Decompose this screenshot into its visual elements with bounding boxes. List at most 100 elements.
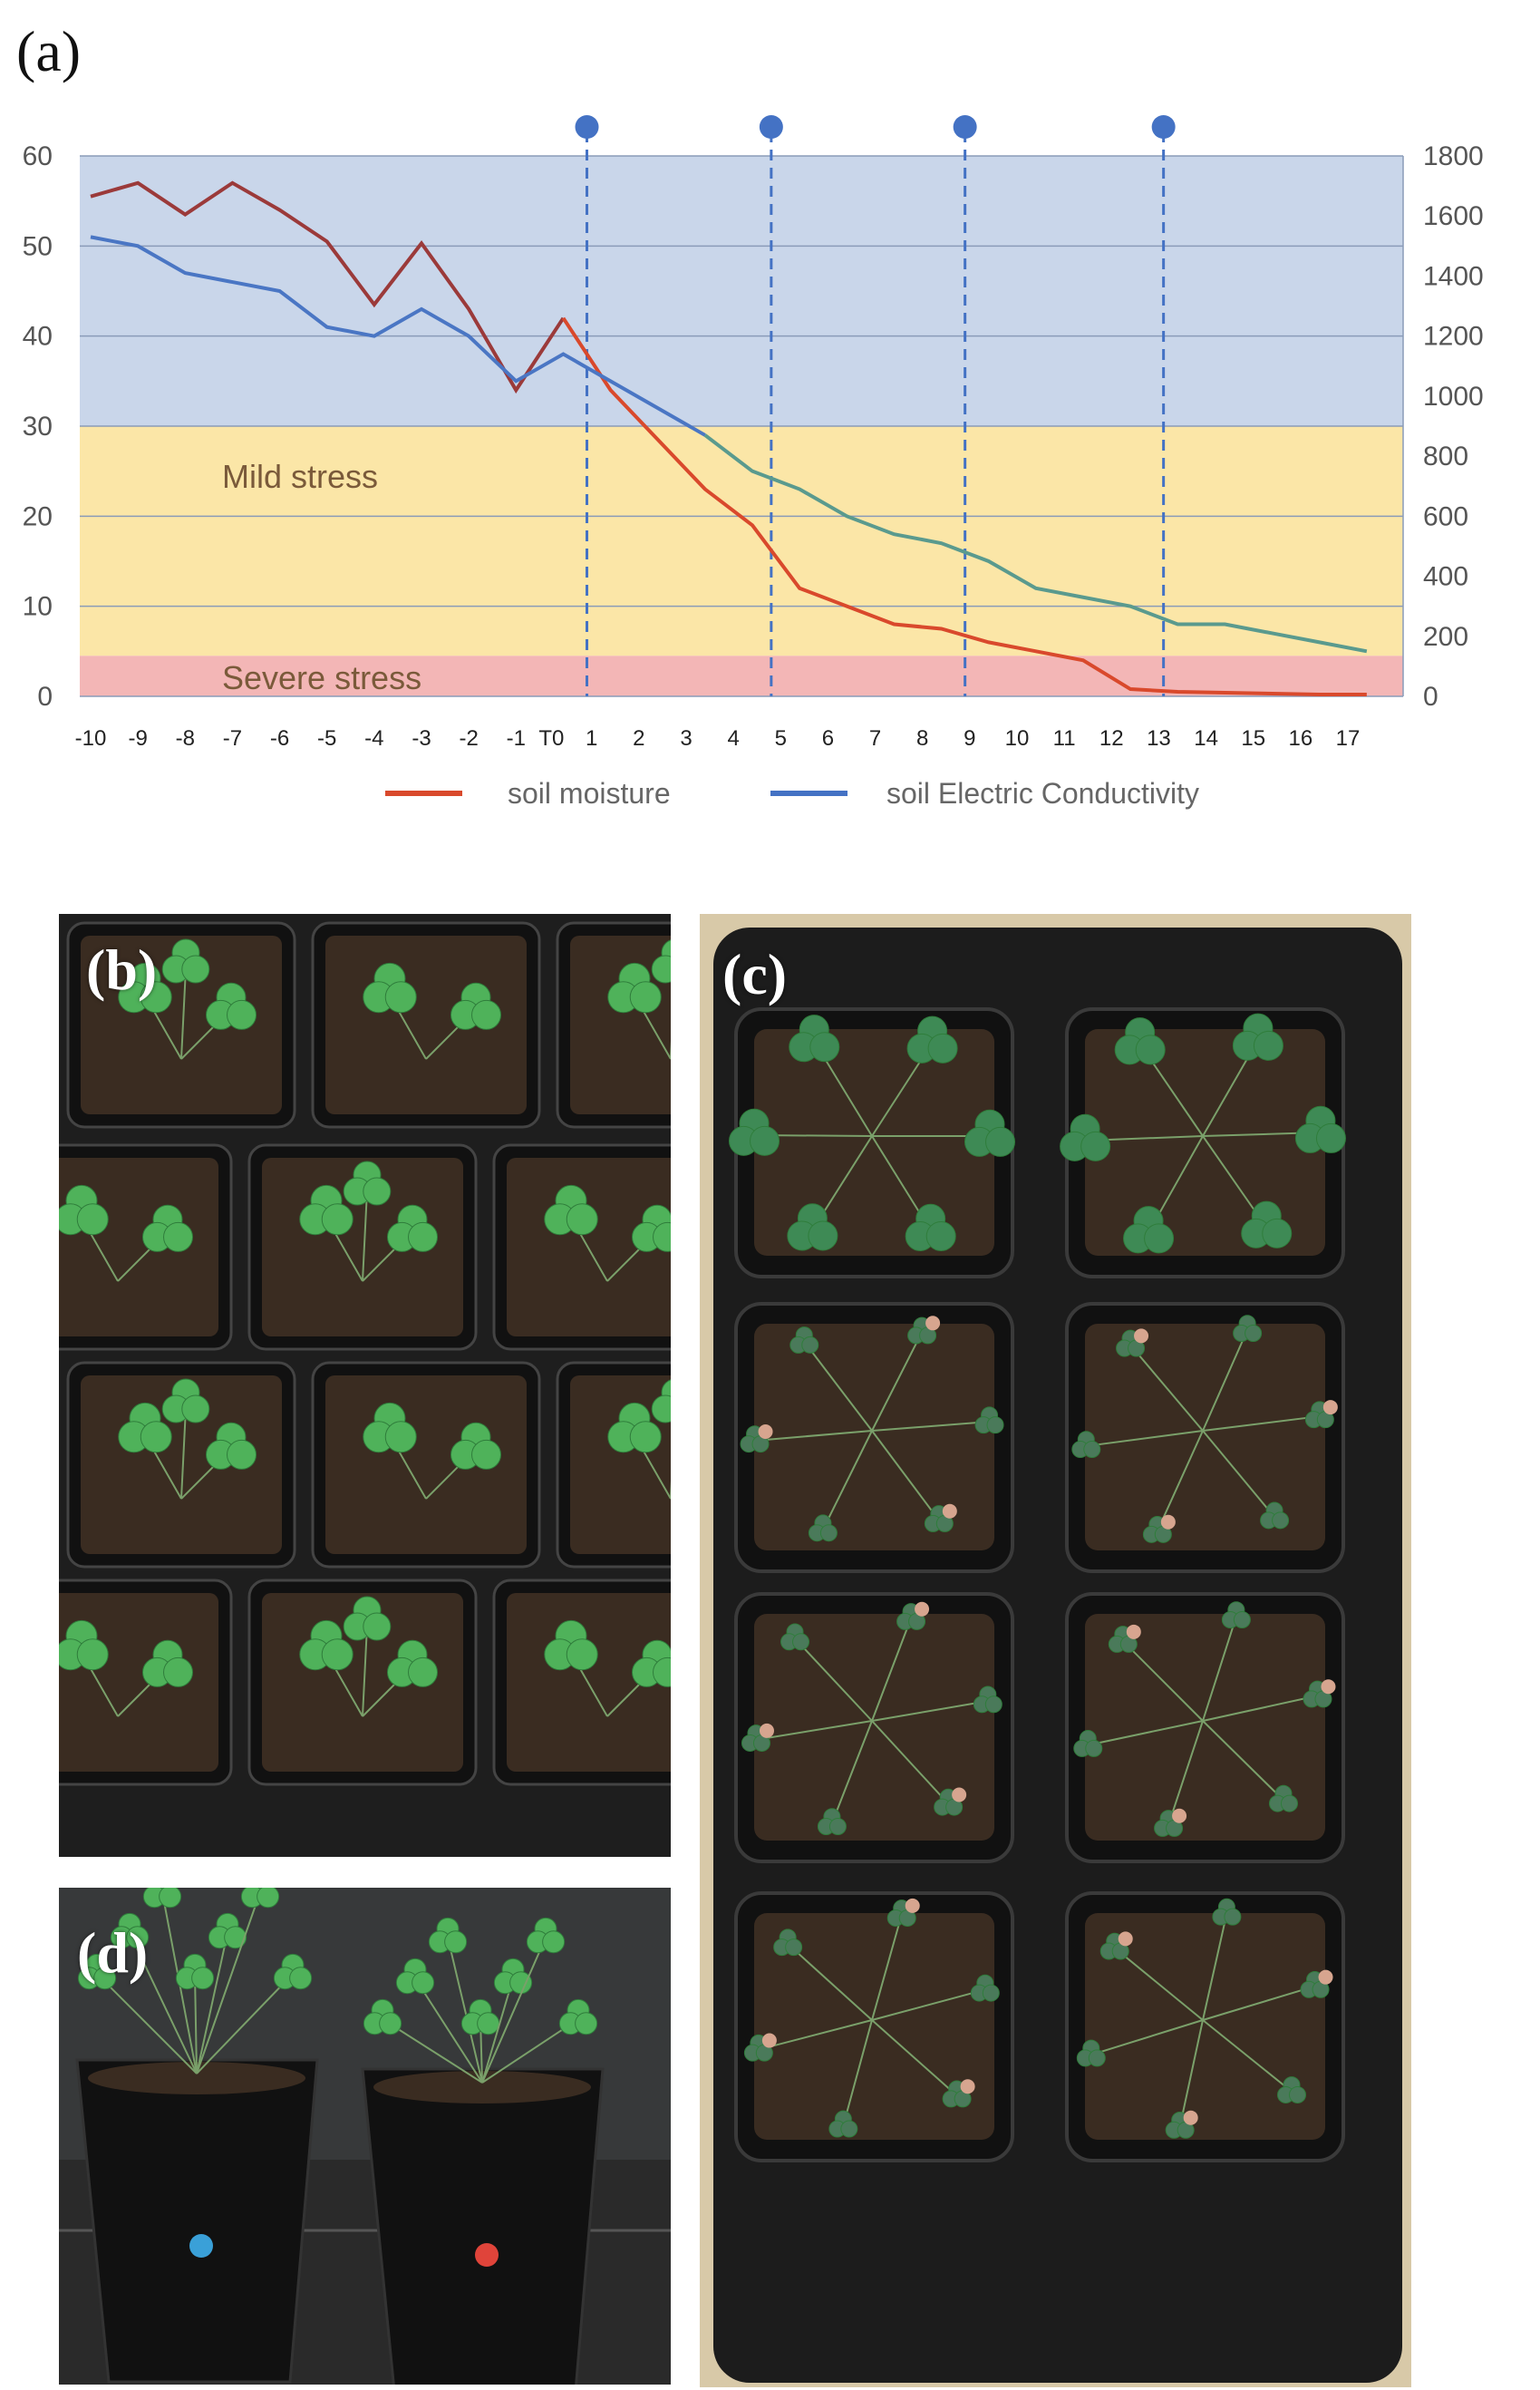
left-tick-label: 40	[23, 322, 53, 352]
photo-d-drawing	[59, 1888, 671, 2385]
clover-leaf	[59, 1619, 109, 1671]
x-tick-label: 10	[1005, 726, 1030, 751]
stem	[1202, 1720, 1284, 1802]
stem	[447, 1937, 483, 2084]
clover-leaf	[205, 982, 257, 1030]
stem	[871, 1331, 923, 1432]
clover-leaf	[299, 1184, 354, 1236]
panel-b-label: (b)	[86, 938, 158, 1002]
stem	[481, 1977, 514, 2084]
dry-leaf	[1318, 1969, 1333, 1985]
stem	[871, 1618, 912, 1722]
clover-leaf	[789, 1015, 840, 1063]
panel-c-label: (c)	[722, 942, 788, 1006]
clover-leaf	[974, 1406, 1004, 1434]
stem	[129, 1932, 198, 2074]
clover-leaf	[1071, 1431, 1101, 1459]
clover-leaf	[558, 1998, 598, 2035]
stem	[787, 1943, 873, 2021]
stem	[1129, 1344, 1204, 1432]
stress-zone-0	[80, 156, 1403, 426]
clover-leaf	[1294, 1105, 1346, 1153]
stem	[1202, 1985, 1315, 2021]
clover-leaf	[544, 1619, 598, 1671]
stem	[842, 2019, 873, 2126]
stem	[1202, 1913, 1228, 2021]
clover-leaf	[118, 962, 172, 1014]
right-tick-label: 1200	[1423, 322, 1484, 352]
stem	[758, 2019, 873, 2051]
clover-leaf	[363, 962, 417, 1014]
clover-leaf	[1060, 1113, 1111, 1161]
clover-leaf	[1073, 1730, 1103, 1757]
dry-leaf	[1126, 1624, 1141, 1639]
stem	[871, 1720, 949, 1805]
clover-leaf	[118, 1402, 172, 1453]
photo-c-stressed-tray: (c)	[700, 914, 1411, 2387]
photo-c-drawing	[713, 928, 1402, 2383]
stem	[871, 1988, 986, 2021]
stem	[1086, 1430, 1204, 1447]
clover-leaf	[493, 1958, 533, 1995]
right-tick-label: 1600	[1423, 201, 1484, 231]
x-tick-label: 16	[1289, 726, 1313, 751]
stem	[871, 1914, 903, 2021]
stem	[1114, 1947, 1204, 2021]
clover-leaf	[161, 1378, 210, 1423]
clover-leaf	[1277, 2076, 1306, 2103]
clover-leaf	[1212, 1898, 1242, 1926]
marker-dot	[1151, 115, 1176, 139]
dry-leaf	[952, 1787, 967, 1802]
x-tick-label: 17	[1336, 726, 1361, 751]
clover-leaf	[828, 2110, 858, 2138]
stem	[180, 967, 187, 1060]
stem	[794, 1637, 873, 1722]
clover-leaf	[907, 1316, 937, 1345]
dry-leaf	[1183, 2110, 1198, 2125]
soil	[754, 1913, 994, 2140]
clover-leaf	[740, 1425, 770, 1453]
stem	[96, 1973, 198, 2074]
x-tick-label: 13	[1147, 726, 1171, 751]
stem	[803, 1341, 873, 1432]
x-tick-label: -10	[75, 726, 107, 751]
x-tick-label: 12	[1099, 726, 1124, 751]
dry-leaf	[905, 1898, 920, 1913]
clover-leaf	[973, 1686, 1002, 1714]
series-line-soil-ec	[90, 235, 706, 437]
zone-label: Mild stress	[222, 458, 378, 495]
clover-leaf	[59, 1184, 109, 1236]
x-tick-label: -9	[128, 726, 147, 751]
stem	[196, 1973, 294, 2074]
panel-d-label: (d)	[77, 1920, 149, 1985]
marker-dot	[575, 115, 599, 139]
clover-leaf	[77, 1953, 117, 1990]
x-tick-label: -5	[317, 726, 336, 751]
clover-leaf	[161, 938, 210, 984]
clover-leaf	[363, 1998, 402, 2035]
x-tick-label: 7	[869, 726, 881, 751]
pot	[75, 2058, 319, 2384]
clover-leaf	[789, 1326, 819, 1354]
clover-leaf	[450, 982, 502, 1030]
x-tick-label: 4	[727, 726, 739, 751]
dry-leaf	[960, 2079, 975, 2094]
right-tick-label: 800	[1423, 442, 1468, 471]
photo-b-seedlings: (b)	[59, 914, 671, 1857]
stem	[362, 1190, 368, 1282]
clover-leaf	[631, 1639, 671, 1687]
zone-label: Severe stress	[222, 659, 421, 696]
series-line-soil-moisture	[561, 316, 1367, 697]
stem	[1202, 1616, 1237, 1722]
clover-leaf	[526, 1917, 566, 1954]
clover-leaf	[1303, 1680, 1332, 1708]
legend-label-moisture: soil moisture	[508, 777, 671, 810]
x-tick-label: 9	[964, 726, 975, 751]
stem	[481, 1937, 547, 2084]
stem	[755, 1720, 873, 1741]
clover-leaf	[773, 1929, 803, 1957]
clover-leaf	[934, 1788, 964, 1816]
stem	[754, 1430, 873, 1442]
blue-dot-marker	[189, 2234, 213, 2258]
stem	[194, 1973, 198, 2074]
